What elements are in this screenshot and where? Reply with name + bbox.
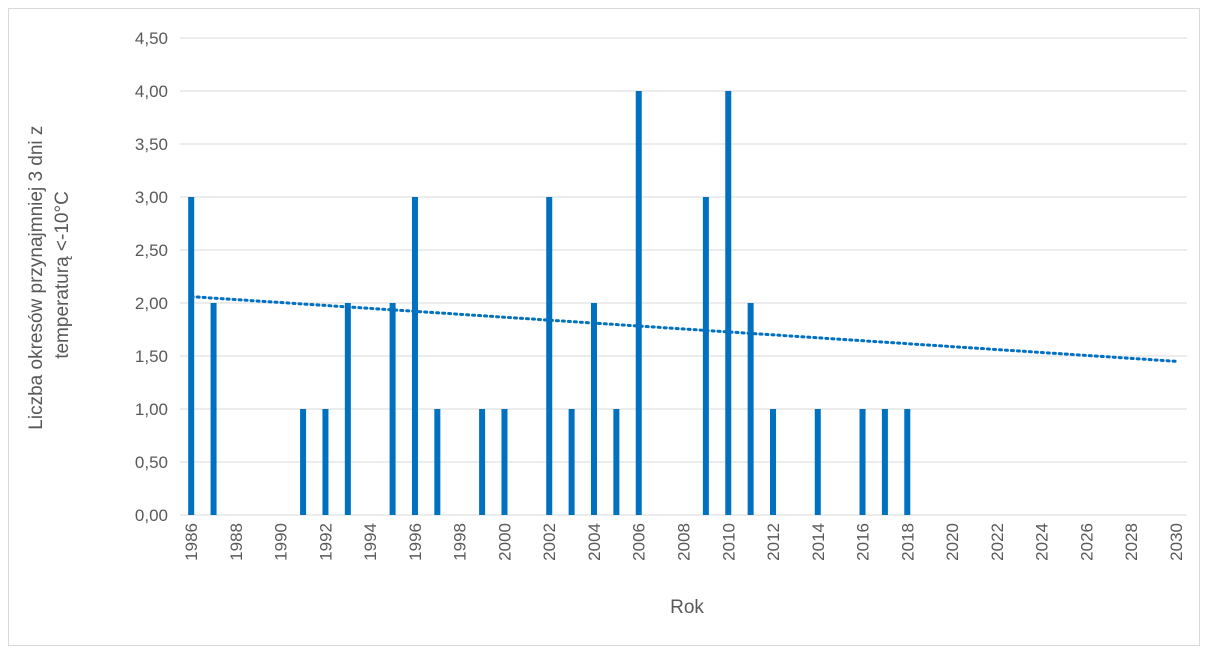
- bar-2009: [702, 197, 709, 515]
- x-tick-label: 2020: [943, 523, 962, 561]
- bar-2011: [747, 303, 754, 515]
- x-tick-label: 1990: [272, 523, 291, 561]
- x-axis-title: Rok: [670, 597, 704, 618]
- x-tick-label: 2002: [540, 523, 559, 561]
- bar-2006: [635, 91, 642, 515]
- y-tick-label: 0,00: [135, 506, 168, 525]
- x-tick-label: 2012: [764, 523, 783, 561]
- bar-2018: [904, 409, 911, 515]
- y-axis-title: Liczba okresów przynajmniej 3 dni z temp…: [26, 120, 73, 429]
- y-axis-title-line-2: temperaturą <-10°C: [52, 191, 73, 359]
- x-tick-label: 1996: [406, 523, 425, 561]
- y-tick-label: 1,50: [135, 347, 168, 366]
- x-tick-label: 2024: [1033, 523, 1052, 561]
- y-tick-label: 0,50: [135, 453, 168, 472]
- bar-1991: [300, 409, 307, 515]
- y-axis-title-line-1: Liczba okresów przynajmniej 3 dni z: [26, 126, 47, 430]
- chart-frame: [8, 8, 1200, 646]
- bar-1996: [411, 197, 418, 515]
- bar-2016: [859, 409, 866, 515]
- bar-1997: [434, 409, 441, 515]
- x-tick-label: 2026: [1077, 523, 1096, 561]
- bar-1992: [322, 409, 329, 515]
- bar-2012: [770, 409, 777, 515]
- bar-1987: [210, 303, 217, 515]
- x-tick-label: 1998: [451, 523, 470, 561]
- y-tick-label: 4,00: [135, 82, 168, 101]
- x-tick-label: 2010: [719, 523, 738, 561]
- bar-2002: [546, 197, 553, 515]
- x-tick-label: 2018: [898, 523, 917, 561]
- bar-2014: [814, 409, 821, 515]
- bar-1986: [188, 197, 195, 515]
- x-tick-label: 1986: [182, 523, 201, 561]
- bars: [188, 91, 911, 515]
- x-tick-label: 2008: [675, 523, 694, 561]
- y-tick-label: 3,00: [135, 188, 168, 207]
- x-tick-label: 2028: [1122, 523, 1141, 561]
- bar-2003: [568, 409, 575, 515]
- x-tick-label: 2030: [1167, 523, 1186, 561]
- x-tick-label: 2000: [495, 523, 514, 561]
- y-tick-label: 1,00: [135, 400, 168, 419]
- y-axis-tick-labels: 0,00 0,50 1,00 1,50 2,00 2,50 3,00 3,50 4,00 4,50: [135, 29, 168, 525]
- bar-2004: [590, 303, 597, 515]
- x-tick-label: 2016: [854, 523, 873, 561]
- bar-1995: [389, 303, 396, 515]
- x-tick-label: 2004: [585, 523, 604, 561]
- bar-2000: [501, 409, 508, 515]
- x-tick-label: 2006: [630, 523, 649, 561]
- x-tick-label: 2022: [988, 523, 1007, 561]
- bar-1993: [344, 303, 351, 515]
- x-axis-tick-labels: 1986 1988 1990 1992 1994 1996 1998 2000 2002 2004…: [182, 523, 1186, 561]
- trendline: [189, 295, 1178, 363]
- bar-2005: [613, 409, 620, 515]
- x-tick-label: 1988: [227, 523, 246, 561]
- x-tick-label: 1992: [316, 523, 335, 561]
- x-tick-label: 2014: [809, 523, 828, 561]
- bar-1999: [479, 409, 486, 515]
- y-tick-label: 2,00: [135, 294, 168, 313]
- y-tick-label: 2,50: [135, 241, 168, 260]
- y-tick-label: 3,50: [135, 135, 168, 154]
- x-tick-label: 1994: [361, 523, 380, 561]
- y-tick-label: 4,50: [135, 29, 168, 48]
- bar-2010: [725, 91, 732, 515]
- bar-2017: [881, 409, 888, 515]
- gridlines: [180, 37, 1187, 516]
